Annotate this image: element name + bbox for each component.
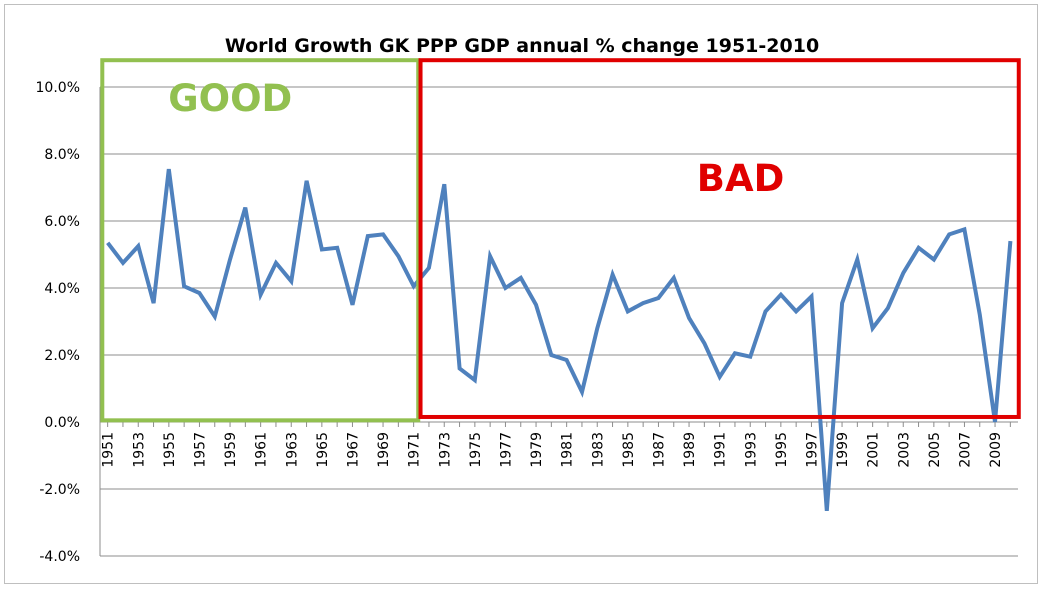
x-tick-label: 2001 <box>866 432 882 468</box>
annotation-label-good: GOOD <box>168 77 292 120</box>
x-tick-label: 1991 <box>713 432 729 468</box>
x-tick-label: 1993 <box>743 432 759 468</box>
x-tick-label: 1975 <box>468 432 484 468</box>
line-chart: World Growth GK PPP GDP annual % change … <box>36 35 1021 565</box>
y-tick-label: 6.0% <box>44 214 80 230</box>
x-tick-label: 1985 <box>621 432 637 468</box>
annotation-layer: GOOD BAD <box>100 58 1021 423</box>
x-tick-label: 1983 <box>590 432 606 468</box>
x-tick-label: 1973 <box>437 432 453 468</box>
chart-title: World Growth GK PPP GDP annual % change … <box>225 35 819 57</box>
gridlines <box>99 86 1018 557</box>
x-tick-label: 1963 <box>284 432 300 468</box>
x-tick-label: 1987 <box>651 432 667 468</box>
x-tick-label: 2005 <box>927 432 943 468</box>
x-tick-label: 1967 <box>345 432 361 468</box>
x-tick-label: 1997 <box>804 432 820 468</box>
x-tick-label: 1957 <box>192 432 208 468</box>
x-tick-label: 2009 <box>988 432 1004 468</box>
x-tick-label: 2003 <box>896 432 912 468</box>
chart-frame: World Growth GK PPP GDP annual % change … <box>4 4 1038 584</box>
x-tick-label: 1977 <box>498 432 514 468</box>
x-tick-label: 1969 <box>376 432 392 468</box>
x-axis-tick-labels: 1951 1953 1955 1957 1959 1961 1963 1965 1967 1969… <box>101 422 1011 468</box>
x-tick-label: 1995 <box>774 432 790 468</box>
x-tick-label: 1989 <box>682 432 698 468</box>
y-tick-label: 4.0% <box>44 281 80 297</box>
y-tick-label: 0.0% <box>44 415 80 431</box>
y-tick-label: 10.0% <box>36 80 80 96</box>
y-tick-label: 8.0% <box>44 147 80 163</box>
x-tick-label: 1955 <box>162 432 178 468</box>
y-tick-label: 2.0% <box>44 348 80 364</box>
annotation-box-bad <box>418 58 1021 419</box>
x-tick-label: 1965 <box>315 432 331 468</box>
y-axis-tick-labels: 10.0% 8.0% 6.0% 4.0% 2.0% 0.0% -2.0% -4.0% <box>36 80 80 565</box>
x-tick-label: 1953 <box>131 432 147 468</box>
y-tick-label: -2.0% <box>39 482 80 498</box>
x-tick-label: 1971 <box>407 432 423 468</box>
x-tick-label: 1979 <box>529 432 545 468</box>
x-tick-label: 1981 <box>560 432 576 468</box>
y-tick-label: -4.0% <box>39 549 80 565</box>
x-tick-label: 1999 <box>835 432 851 468</box>
series-layer <box>106 168 1013 511</box>
series-line <box>106 168 1013 511</box>
annotation-label-bad: BAD <box>697 157 785 200</box>
x-tick-label: 1951 <box>101 432 117 468</box>
x-tick-label: 1959 <box>223 432 239 468</box>
x-tick-label: 1961 <box>254 432 270 468</box>
x-tick-label: 2007 <box>957 432 973 468</box>
annotation-box-good <box>100 58 421 423</box>
